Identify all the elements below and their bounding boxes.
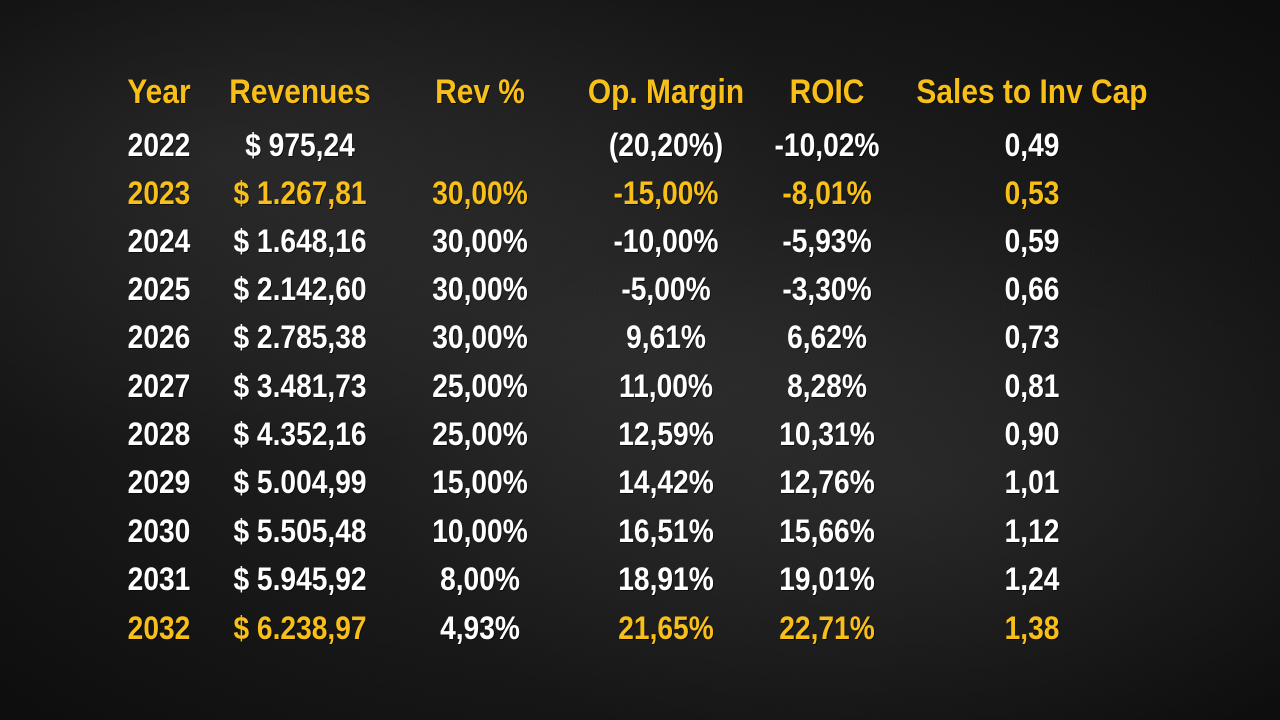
cell-rev-pct: 30,00% bbox=[432, 175, 528, 211]
cell-op-margin: 9,61% bbox=[626, 319, 706, 355]
cell-revenues: $ 3.481,73 bbox=[233, 368, 367, 404]
cell-revenues: $ 5.505,48 bbox=[233, 513, 367, 549]
cell-op-margin: -10,00% bbox=[613, 223, 719, 259]
cell-roic: 8,28% bbox=[787, 368, 867, 404]
cell-roic: 19,01% bbox=[779, 561, 875, 597]
cell-roic: 22,71% bbox=[779, 610, 875, 646]
header-rev-pct: Rev % bbox=[435, 73, 525, 111]
cell-year: 2030 bbox=[127, 513, 191, 549]
cell-rev-pct: 30,00% bbox=[432, 271, 528, 307]
cell-op-margin: 18,91% bbox=[618, 561, 714, 597]
cell-roic: 15,66% bbox=[779, 513, 875, 549]
cell-sales: 0,49 bbox=[1004, 127, 1060, 163]
cell-op-margin: 11,00% bbox=[619, 368, 713, 404]
cell-revenues: $ 6.238,97 bbox=[233, 610, 367, 646]
cell-year: 2025 bbox=[127, 271, 191, 307]
cell-year: 2031 bbox=[127, 561, 191, 597]
table-row: 2032 $ 6.238,97 4,93% 21,65% 22,71% 1,38 bbox=[0, 604, 1280, 652]
cell-year: 2022 bbox=[127, 127, 191, 163]
cell-revenues: $ 2.785,38 bbox=[233, 319, 367, 355]
cell-op-margin: 21,65% bbox=[618, 610, 714, 646]
cell-op-margin: 12,59% bbox=[618, 416, 714, 452]
table-row: 2028 $ 4.352,16 25,00% 12,59% 10,31% 0,9… bbox=[0, 410, 1280, 458]
cell-sales: 0,59 bbox=[1004, 223, 1060, 259]
cell-revenues: $ 1.267,81 bbox=[233, 175, 367, 211]
cell-roic: -10,02% bbox=[774, 127, 880, 163]
table-row: 2024 $ 1.648,16 30,00% -10,00% -5,93% 0,… bbox=[0, 217, 1280, 265]
cell-rev-pct: 8,00% bbox=[440, 561, 520, 597]
cell-op-margin: (20,20%) bbox=[608, 127, 724, 163]
header-op-margin: Op. Margin bbox=[587, 73, 745, 111]
cell-sales: 0,90 bbox=[1004, 416, 1060, 452]
cell-sales: 0,66 bbox=[1004, 271, 1060, 307]
table-row: 2031 $ 5.945,92 8,00% 18,91% 19,01% 1,24 bbox=[0, 555, 1280, 603]
cell-roic: -5,93% bbox=[782, 223, 872, 259]
cell-op-margin: 16,51% bbox=[618, 513, 714, 549]
cell-year: 2026 bbox=[127, 319, 191, 355]
cell-sales: 1,24 bbox=[1004, 561, 1060, 597]
cell-rev-pct: 30,00% bbox=[432, 319, 528, 355]
cell-op-margin: 14,42% bbox=[618, 464, 714, 500]
cell-revenues: $ 975,24 bbox=[245, 127, 355, 163]
cell-roic: -3,30% bbox=[782, 271, 872, 307]
table-row: 2027 $ 3.481,73 25,00% 11,00% 8,28% 0,81 bbox=[0, 362, 1280, 410]
table-header-row: Year Revenues Rev % Op. Margin ROIC Sale… bbox=[0, 68, 1280, 116]
cell-op-margin: -15,00% bbox=[613, 175, 719, 211]
cell-year: 2024 bbox=[127, 223, 191, 259]
header-year: Year bbox=[127, 73, 191, 111]
cell-sales: 0,53 bbox=[1004, 175, 1060, 211]
cell-revenues: $ 1.648,16 bbox=[233, 223, 367, 259]
cell-rev-pct: 30,00% bbox=[432, 223, 528, 259]
table-row: 2030 $ 5.505,48 10,00% 16,51% 15,66% 1,1… bbox=[0, 507, 1280, 555]
cell-sales: 1,01 bbox=[1004, 464, 1060, 500]
cell-year: 2028 bbox=[127, 416, 191, 452]
cell-revenues: $ 5.945,92 bbox=[233, 561, 367, 597]
cell-roic: 6,62% bbox=[787, 319, 867, 355]
cell-roic: -8,01% bbox=[782, 175, 872, 211]
cell-op-margin: -5,00% bbox=[621, 271, 711, 307]
cell-sales: 0,73 bbox=[1004, 319, 1060, 355]
cell-roic: 12,76% bbox=[779, 464, 875, 500]
cell-revenues: $ 5.004,99 bbox=[233, 464, 367, 500]
cell-sales: 1,38 bbox=[1004, 610, 1060, 646]
table-row: 2029 $ 5.004,99 15,00% 14,42% 12,76% 1,0… bbox=[0, 458, 1280, 506]
header-revenues: Revenues bbox=[229, 73, 371, 111]
cell-revenues: $ 2.142,60 bbox=[233, 271, 367, 307]
cell-year: 2027 bbox=[127, 368, 191, 404]
table-row: 2026 $ 2.785,38 30,00% 9,61% 6,62% 0,73 bbox=[0, 313, 1280, 361]
cell-rev-pct: 4,93% bbox=[440, 610, 520, 646]
cell-sales: 0,81 bbox=[1004, 368, 1060, 404]
cell-rev-pct: 15,00% bbox=[432, 464, 528, 500]
table-row: 2022 $ 975,24 (20,20%) -10,02% 0,49 bbox=[0, 121, 1280, 169]
cell-rev-pct: 25,00% bbox=[432, 368, 528, 404]
header-roic: ROIC bbox=[789, 73, 865, 111]
cell-year: 2023 bbox=[127, 175, 191, 211]
table-row: 2023 $ 1.267,81 30,00% -15,00% -8,01% 0,… bbox=[0, 169, 1280, 217]
cell-roic: 10,31% bbox=[779, 416, 875, 452]
cell-rev-pct: 25,00% bbox=[432, 416, 528, 452]
cell-sales: 1,12 bbox=[1004, 513, 1060, 549]
cell-year: 2029 bbox=[127, 464, 191, 500]
table-row: 2025 $ 2.142,60 30,00% -5,00% -3,30% 0,6… bbox=[0, 265, 1280, 313]
cell-rev-pct: 10,00% bbox=[432, 513, 528, 549]
cell-rev-pct bbox=[413, 121, 547, 169]
cell-revenues: $ 4.352,16 bbox=[233, 416, 367, 452]
cell-year: 2032 bbox=[127, 610, 191, 646]
header-sales-to-inv-cap: Sales to Inv Cap bbox=[916, 73, 1148, 111]
